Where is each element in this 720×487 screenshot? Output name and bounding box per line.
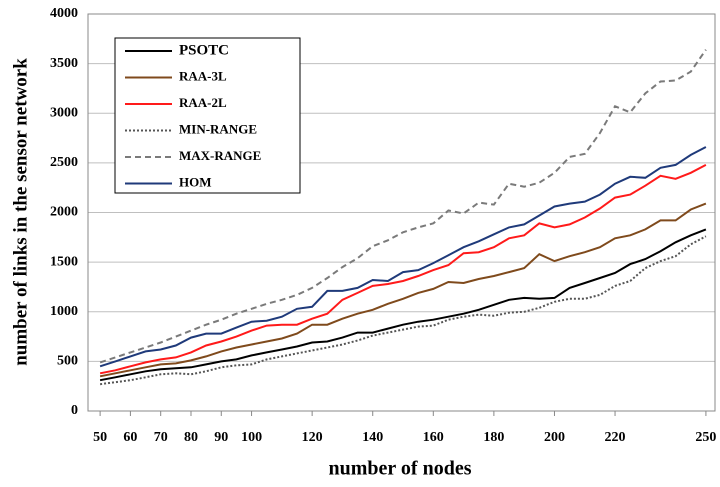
y-axis-label: number of links in the sensor network	[10, 58, 31, 366]
x-tick-label: 80	[184, 430, 198, 445]
y-tick-label: 3500	[50, 56, 78, 71]
y-tick-label: 500	[57, 354, 78, 369]
x-tick-label: 60	[123, 430, 137, 445]
y-tick-label: 2000	[50, 205, 78, 220]
x-tick-label: 50	[93, 430, 107, 445]
y-tick-label: 4000	[50, 6, 78, 21]
x-tick-label: 250	[695, 430, 716, 445]
legend-label: PSOTC	[179, 42, 229, 58]
legend-label: RAA-2L	[179, 95, 227, 110]
x-tick-label: 180	[483, 430, 504, 445]
legend-label: RAA-3L	[179, 68, 227, 83]
legend-label: HOM	[179, 174, 212, 189]
legend-box	[114, 37, 301, 194]
plot-frame	[87, 13, 716, 412]
legend-label: MIN-RANGE	[179, 121, 257, 136]
series-line	[99, 49, 707, 364]
x-axis-label: number of nodes	[329, 458, 472, 480]
x-tick-label: 90	[214, 430, 228, 445]
series-line	[99, 235, 707, 386]
x-tick-label: 200	[544, 430, 565, 445]
x-tick-label: 70	[154, 430, 168, 445]
x-tick-label: 220	[605, 430, 626, 445]
y-tick-label: 1500	[50, 254, 78, 269]
y-tick-label: 3000	[50, 105, 78, 120]
x-tick-label: 120	[302, 430, 323, 445]
series-line	[99, 228, 707, 382]
series-line	[99, 164, 707, 375]
legend-label: MAX-RANGE	[179, 148, 261, 163]
x-tick-label: 100	[241, 430, 262, 445]
x-tick-label: 160	[423, 430, 444, 445]
y-tick-label: 0	[71, 403, 78, 418]
y-tick-label: 2500	[50, 155, 78, 170]
series-line	[99, 202, 707, 378]
x-tick-label: 140	[362, 430, 383, 445]
legend: PSOTC RAA-3L RAA-2L MIN-RANGE MAX-RANGE HOM	[114, 37, 301, 194]
y-tick-label: 1000	[50, 304, 78, 319]
series-line	[99, 146, 707, 368]
